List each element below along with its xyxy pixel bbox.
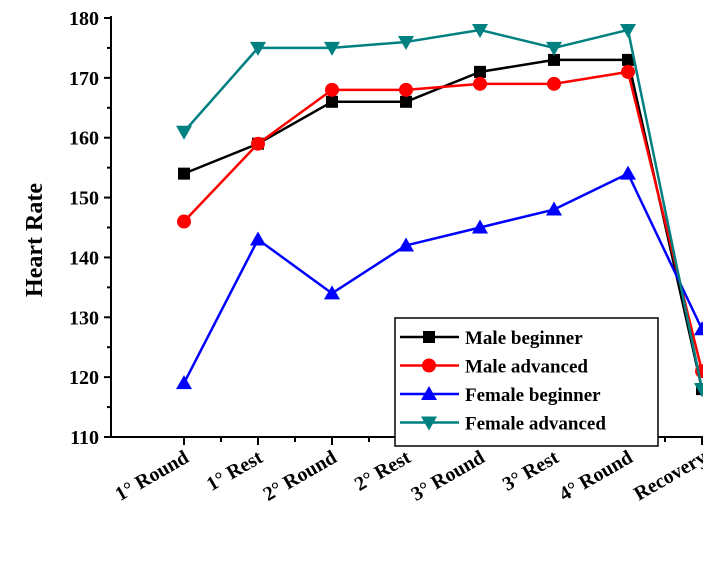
y-tick-label: 160 xyxy=(69,128,99,150)
x-tick-label: Recovery xyxy=(630,446,703,505)
data-point xyxy=(472,23,488,38)
legend-label: Female advanced xyxy=(465,414,606,435)
series-female-beginner xyxy=(176,165,703,390)
data-point xyxy=(251,136,265,151)
legend-marker xyxy=(421,386,437,400)
data-point xyxy=(694,321,703,336)
data-point xyxy=(176,375,192,390)
series-line xyxy=(182,172,703,384)
data-point xyxy=(325,82,339,97)
y-axis-title: Heart Rate xyxy=(22,183,48,297)
data-point xyxy=(176,125,192,140)
data-point xyxy=(474,65,486,78)
data-point xyxy=(620,165,636,180)
data-point xyxy=(620,23,636,38)
data-point xyxy=(546,41,562,56)
y-tick-label: 150 xyxy=(69,188,99,210)
data-point xyxy=(400,95,412,108)
legend-box xyxy=(394,317,659,447)
x-tick-label: 1° Rest xyxy=(203,446,267,496)
x-tick-label: 4° Round xyxy=(556,446,637,505)
series-line xyxy=(183,70,703,372)
y-tick-label: 130 xyxy=(69,307,99,329)
legend-label: Female beginner xyxy=(465,385,601,406)
legend-marker xyxy=(421,416,437,431)
series-line xyxy=(183,28,703,390)
series-group xyxy=(176,23,703,398)
data-point xyxy=(326,95,338,108)
data-point xyxy=(473,76,487,91)
data-point xyxy=(547,76,561,91)
data-point xyxy=(324,285,340,300)
data-point xyxy=(398,237,414,252)
data-point xyxy=(399,82,413,97)
data-point xyxy=(622,53,634,66)
data-point xyxy=(324,41,340,56)
series-female-advanced xyxy=(176,23,703,398)
data-point xyxy=(548,53,560,66)
x-tick-label: 1° Round xyxy=(112,446,193,505)
legend-marker xyxy=(422,358,436,373)
series-male-advanced xyxy=(177,64,703,379)
y-tick-label: 120 xyxy=(69,367,99,389)
data-point xyxy=(398,35,414,50)
data-point xyxy=(178,167,190,180)
x-tick-label: 3° Rest xyxy=(499,446,563,496)
data-point xyxy=(250,41,266,56)
data-point xyxy=(472,219,488,234)
x-tick-label: 2° Round xyxy=(260,446,341,505)
data-point xyxy=(546,201,562,216)
y-tick-label: 110 xyxy=(70,427,99,449)
x-tick-label: 2° Rest xyxy=(351,446,415,496)
legend-item: Male advanced xyxy=(400,357,588,378)
y-tick-label: 170 xyxy=(69,68,99,90)
legend-label: Male advanced xyxy=(465,357,588,378)
legend-label: Male beginner xyxy=(465,328,583,349)
data-point xyxy=(694,383,703,398)
x-tick-label: 3° Round xyxy=(408,446,489,505)
legend: Male beginner Male advanced Female beginne… xyxy=(394,317,659,447)
y-tick-label: 180 xyxy=(69,8,99,30)
legend-item: Female beginner xyxy=(400,385,601,406)
legend-marker xyxy=(423,331,435,343)
data-point xyxy=(177,214,191,229)
y-tick-labels: 110 120 130 140 150 160 170 180 xyxy=(69,8,99,449)
data-point xyxy=(250,231,266,246)
data-point xyxy=(621,64,635,79)
y-tick-label: 140 xyxy=(69,247,99,269)
legend-item: Female advanced xyxy=(400,414,606,435)
legend-item: Male beginner xyxy=(400,328,583,349)
